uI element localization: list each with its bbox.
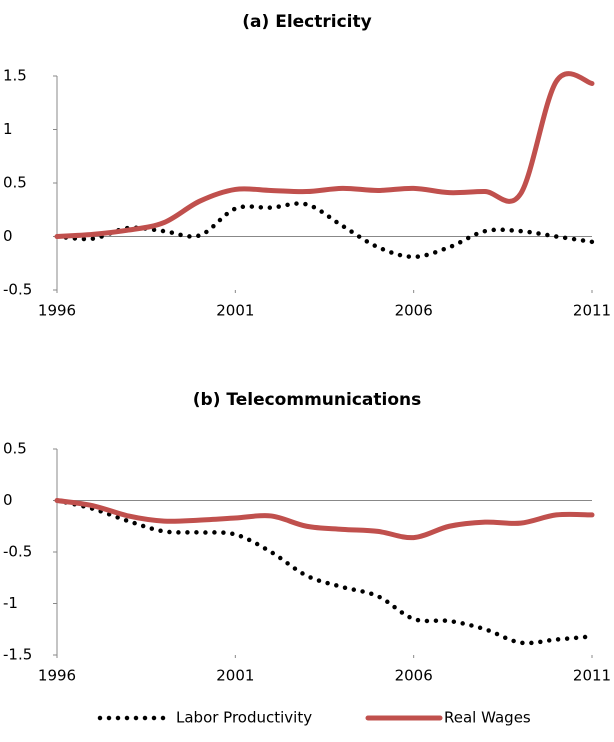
- y-tick-label: 0: [3, 227, 13, 245]
- chart-title: (b) Telecommunications: [193, 390, 421, 410]
- x-tick-label: 2006: [395, 302, 433, 320]
- series-line: Real Wages: [54, 498, 595, 541]
- chart-title: (a) Electricity: [242, 12, 371, 32]
- y-tick-label: -1: [3, 594, 18, 612]
- y-tick-label: -1.5: [3, 646, 32, 664]
- y-tick-label: 0: [3, 491, 13, 509]
- legend-label: Labor Productivity: [176, 709, 312, 727]
- x-tick-label: 2011: [573, 302, 611, 320]
- y-tick-label: 1: [3, 120, 13, 138]
- x-tick-label: 2001: [216, 302, 254, 320]
- x-tick-label: 1996: [38, 302, 76, 320]
- y-tick-label: -0.5: [3, 281, 32, 299]
- series-line: [54, 71, 595, 239]
- legend-label: Real Wages: [444, 709, 531, 727]
- y-tick-label: -0.5: [3, 543, 32, 561]
- y-tick-label: 1.5: [3, 67, 27, 85]
- x-tick-label: 2001: [216, 667, 254, 685]
- y-tick-label: 0.5: [3, 174, 27, 192]
- x-tick-label: 1996: [38, 667, 76, 685]
- x-tick-label: 2011: [573, 667, 611, 685]
- x-tick-label: 2006: [395, 667, 433, 685]
- y-tick-label: 0.5: [3, 440, 27, 458]
